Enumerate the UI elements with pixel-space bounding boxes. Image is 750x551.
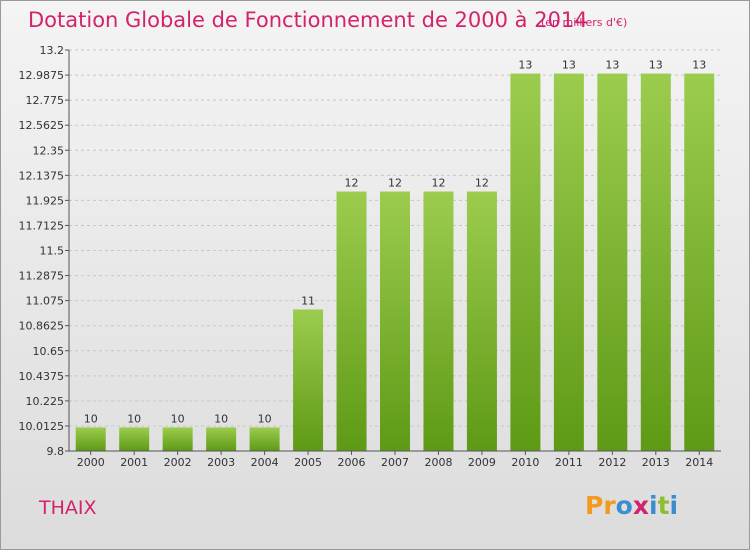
data-label: 13 <box>562 59 576 72</box>
x-tick-label: 2010 <box>511 456 539 469</box>
bar <box>553 73 584 452</box>
bar <box>293 309 324 451</box>
y-tick-label: 11.5 <box>40 245 65 258</box>
bar <box>466 191 497 451</box>
logo-letter: r <box>603 491 616 520</box>
data-label: 12 <box>431 177 445 190</box>
x-tick-label: 2005 <box>294 456 322 469</box>
y-tick-label: 12.1375 <box>19 169 65 182</box>
chart-title: Dotation Globale de Fonctionnement de 20… <box>28 8 588 32</box>
y-tick-label: 10.225 <box>26 395 65 408</box>
y-tick-label: 12.5625 <box>19 119 65 132</box>
y-tick-label: 13.2 <box>40 44 65 57</box>
bar <box>249 427 280 451</box>
x-tick-label: 2000 <box>77 456 105 469</box>
x-tick-label: 2012 <box>598 456 626 469</box>
bar <box>162 427 193 451</box>
data-label: 10 <box>258 412 272 425</box>
y-tick-label: 11.075 <box>26 295 65 308</box>
x-tick-label: 2014 <box>685 456 713 469</box>
logo-letter: i <box>669 491 679 520</box>
y-tick-label: 10.4375 <box>19 370 65 383</box>
x-tick-label: 2008 <box>424 456 452 469</box>
x-tick-label: 2002 <box>164 456 192 469</box>
logo-letter: x <box>632 491 649 520</box>
logo-letter: o <box>615 491 633 520</box>
x-tick-label: 2004 <box>251 456 279 469</box>
y-tick-label: 12.9875 <box>19 69 65 82</box>
y-tick-label: 11.7125 <box>19 219 65 232</box>
y-tick-label: 12.35 <box>33 144 65 157</box>
logo-letter: t <box>657 491 670 520</box>
x-tick-label: 2013 <box>642 456 670 469</box>
bar <box>510 73 541 452</box>
data-label: 12 <box>388 177 402 190</box>
data-label: 10 <box>214 412 228 425</box>
data-label: 13 <box>518 59 532 72</box>
x-tick-label: 2011 <box>555 456 583 469</box>
logo-letter: i <box>649 491 658 520</box>
y-tick-label: 10.65 <box>33 345 65 358</box>
data-label: 12 <box>345 177 359 190</box>
bar <box>640 73 671 452</box>
bar <box>206 427 237 451</box>
bar <box>75 427 106 451</box>
bar <box>423 191 454 451</box>
y-tick-label: 11.2875 <box>19 270 65 283</box>
data-label: 13 <box>692 59 706 72</box>
y-tick-label: 10.0125 <box>19 420 65 433</box>
x-tick-label: 2001 <box>120 456 148 469</box>
data-label: 12 <box>475 177 489 190</box>
y-tick-label: 11.925 <box>26 194 65 207</box>
bar <box>119 427 150 451</box>
y-tick-label: 12.775 <box>26 94 65 107</box>
y-tick-label: 10.8625 <box>19 320 65 333</box>
bar <box>684 73 715 452</box>
data-label: 13 <box>605 59 619 72</box>
bar <box>597 73 628 452</box>
data-label: 10 <box>127 412 141 425</box>
proxiti-logo: Proxiti <box>585 491 678 520</box>
y-tick-label: 9.8 <box>47 445 65 458</box>
data-label: 13 <box>649 59 663 72</box>
commune-name: THAIX <box>39 497 97 519</box>
bar <box>380 191 410 451</box>
logo-letter: P <box>585 491 604 520</box>
x-tick-label: 2003 <box>207 456 235 469</box>
x-tick-label: 2007 <box>381 456 409 469</box>
x-tick-label: 2006 <box>338 456 366 469</box>
data-label: 10 <box>171 412 185 425</box>
chart-unit: (en milliers d'€) <box>541 16 628 29</box>
data-label: 11 <box>301 294 315 307</box>
x-tick-label: 2009 <box>468 456 496 469</box>
data-label: 10 <box>84 412 98 425</box>
bar <box>336 191 367 451</box>
